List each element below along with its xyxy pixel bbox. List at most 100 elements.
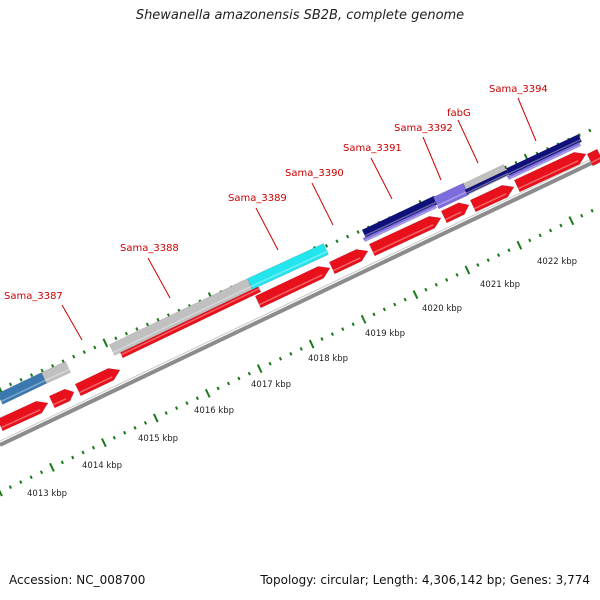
feature-bar[interactable] — [0, 372, 47, 405]
cds-arrow[interactable] — [513, 152, 587, 193]
gene-leader-line — [147, 257, 171, 299]
lower-ruler-tick — [382, 307, 386, 312]
genome-backbone — [0, 154, 600, 447]
lower-ruler-tick — [204, 388, 211, 398]
lower-ruler-tick — [152, 413, 159, 423]
cds-arrow-shine — [517, 160, 579, 190]
gene-label-leaders — [61, 97, 537, 341]
lower-ruler-tick — [538, 233, 542, 238]
upper-ruler-tick — [145, 322, 150, 327]
lower-ruler-tick — [49, 462, 55, 472]
lower-ruler-tick — [507, 248, 511, 253]
upper-ruler-tick — [135, 327, 139, 331]
lower-ruler-tick — [548, 228, 553, 233]
upper-ruler-tick — [588, 128, 592, 133]
kbp-label: 4018 kbp — [308, 354, 348, 364]
lower-ruler-tick — [372, 312, 376, 317]
cds-arrow-shine — [120, 287, 260, 356]
feature-bar[interactable] — [362, 203, 438, 243]
feature-bar[interactable] — [247, 243, 329, 290]
lower-ruler-tick — [412, 290, 419, 300]
upper-ruler-tick — [356, 230, 360, 234]
upper-ruler-tick — [335, 239, 339, 244]
cds-arrow-shine — [258, 274, 323, 306]
cds-arrow-shine — [78, 376, 113, 394]
backbone-highlight — [0, 154, 600, 442]
upper-ruler-tick — [19, 377, 23, 382]
feature-bar[interactable] — [464, 169, 510, 195]
feature-bar[interactable] — [41, 361, 71, 384]
lower-ruler-tick — [91, 445, 96, 450]
lower-ruler-tick — [299, 347, 303, 351]
gene-label-fabg[interactable]: fabG — [447, 108, 471, 119]
lower-ruler-tick — [133, 425, 137, 430]
cds-arrow[interactable] — [48, 388, 75, 409]
kbp-label: 4014 kbp — [82, 461, 122, 471]
kbp-label: 4019 kbp — [365, 329, 405, 339]
cds-arrow[interactable] — [328, 249, 369, 275]
gene-label-sama-3387[interactable]: Sama_3387 — [4, 291, 63, 302]
gene-leader-line — [457, 119, 479, 164]
feature-bar-shine — [112, 285, 252, 354]
upper-ruler-tick — [51, 364, 55, 368]
lower-ruler-tick — [341, 327, 345, 332]
lower-ruler-tick — [123, 430, 127, 435]
upper-ruler-tick — [30, 373, 34, 378]
gene-label-sama-3394[interactable]: Sama_3394 — [489, 84, 548, 95]
gene-leader-line — [517, 97, 537, 142]
kbp-label: 4022 kbp — [537, 257, 577, 267]
lower-dotted-ruler — [0, 208, 594, 497]
cds-arrow[interactable] — [368, 216, 442, 257]
gene-leader-line — [61, 304, 83, 341]
gene-label-sama-3391[interactable]: Sama_3391 — [343, 143, 402, 154]
kbp-label: 4013 kbp — [27, 489, 67, 499]
kbp-label: 4017 kbp — [251, 380, 291, 390]
gene-label-sama-3389[interactable]: Sama_3389 — [228, 193, 287, 204]
lower-ruler-tick — [237, 376, 241, 381]
feature-bar[interactable] — [432, 182, 470, 210]
gene-label-sama-3392[interactable]: Sama_3392 — [394, 123, 453, 134]
lower-ruler-tick — [175, 406, 179, 410]
lower-ruler-tick — [247, 371, 251, 376]
lower-ruler-tick — [112, 435, 116, 440]
lower-ruler-tick — [351, 322, 355, 327]
upper-ruler-tick — [503, 165, 508, 170]
lower-ruler-tick — [81, 450, 85, 455]
feature-bar-shine — [436, 190, 468, 207]
gene-label-sama-3388[interactable]: Sama_3388 — [120, 243, 179, 254]
cds-arrow[interactable] — [440, 202, 470, 224]
feature-bar[interactable] — [109, 278, 253, 356]
lower-ruler-tick — [216, 386, 220, 391]
lower-ruler-tick — [464, 265, 471, 275]
kbp-label: 4015 kbp — [138, 434, 178, 444]
lower-ruler-tick — [8, 485, 12, 489]
lower-ruler-tick — [434, 282, 438, 287]
lower-ruler-tick — [29, 475, 33, 480]
gene-labels: Sama_3387 Sama_3388 Sama_3389 Sama_3390 Sama… — [4, 84, 548, 302]
kbp-label: 4021 kbp — [480, 280, 520, 290]
cds-arrow[interactable] — [74, 368, 121, 397]
lower-ruler-tick — [185, 401, 189, 406]
lower-ruler-tick — [268, 361, 272, 366]
cds-arrow[interactable] — [469, 184, 515, 213]
lower-ruler-tick — [528, 238, 532, 243]
cds-arrow-shine — [473, 193, 507, 210]
lower-ruler-tick — [590, 208, 594, 213]
lower-ruler-tick — [256, 364, 263, 374]
lower-ruler-tick — [19, 480, 23, 485]
accession-text: Accession: NC_008700 — [9, 573, 146, 587]
gene-leader-line — [255, 207, 279, 251]
upper-ruler-tick — [93, 345, 97, 350]
upper-ruler-tick — [577, 133, 581, 137]
topology-summary: Topology: circular; Length: 4,306,142 bp… — [260, 573, 590, 587]
gene-label-sama-3390[interactable]: Sama_3390 — [285, 168, 344, 179]
cds-arrow[interactable] — [0, 400, 49, 432]
feature-bar[interactable] — [506, 141, 582, 181]
upper-ruler-tick — [8, 382, 13, 387]
lower-ruler-tick — [60, 460, 64, 465]
lower-ruler-tick — [101, 438, 107, 448]
upper-ruler-tick — [0, 386, 3, 394]
gene-leader-line — [370, 157, 393, 200]
cds-arrow[interactable] — [254, 266, 331, 309]
